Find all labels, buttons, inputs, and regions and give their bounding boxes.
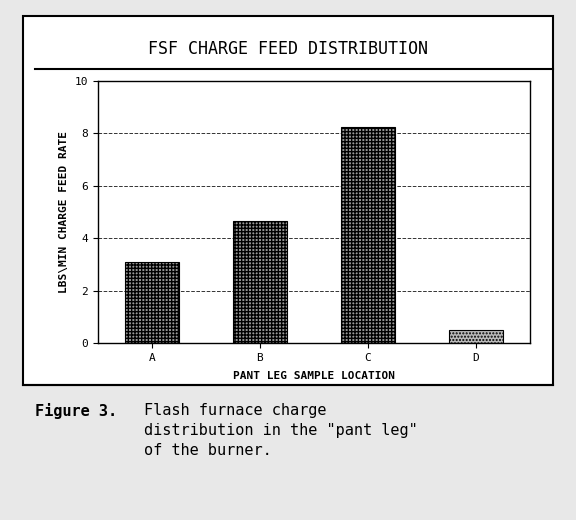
Bar	[341, 126, 395, 343]
Text: Flash furnace charge
distribution in the "pant leg"
of the burner.: Flash furnace charge distribution in the…	[144, 403, 418, 458]
Text: Figure 3.: Figure 3.	[35, 403, 117, 419]
Bar	[449, 330, 503, 343]
Y-axis label: LBS\MIN CHARGE FEED RATE: LBS\MIN CHARGE FEED RATE	[59, 131, 69, 293]
Bar	[233, 221, 287, 343]
Text: FSF CHARGE FEED DISTRIBUTION: FSF CHARGE FEED DISTRIBUTION	[148, 41, 428, 58]
Bar	[125, 262, 179, 343]
X-axis label: PANT LEG SAMPLE LOCATION: PANT LEG SAMPLE LOCATION	[233, 371, 395, 381]
